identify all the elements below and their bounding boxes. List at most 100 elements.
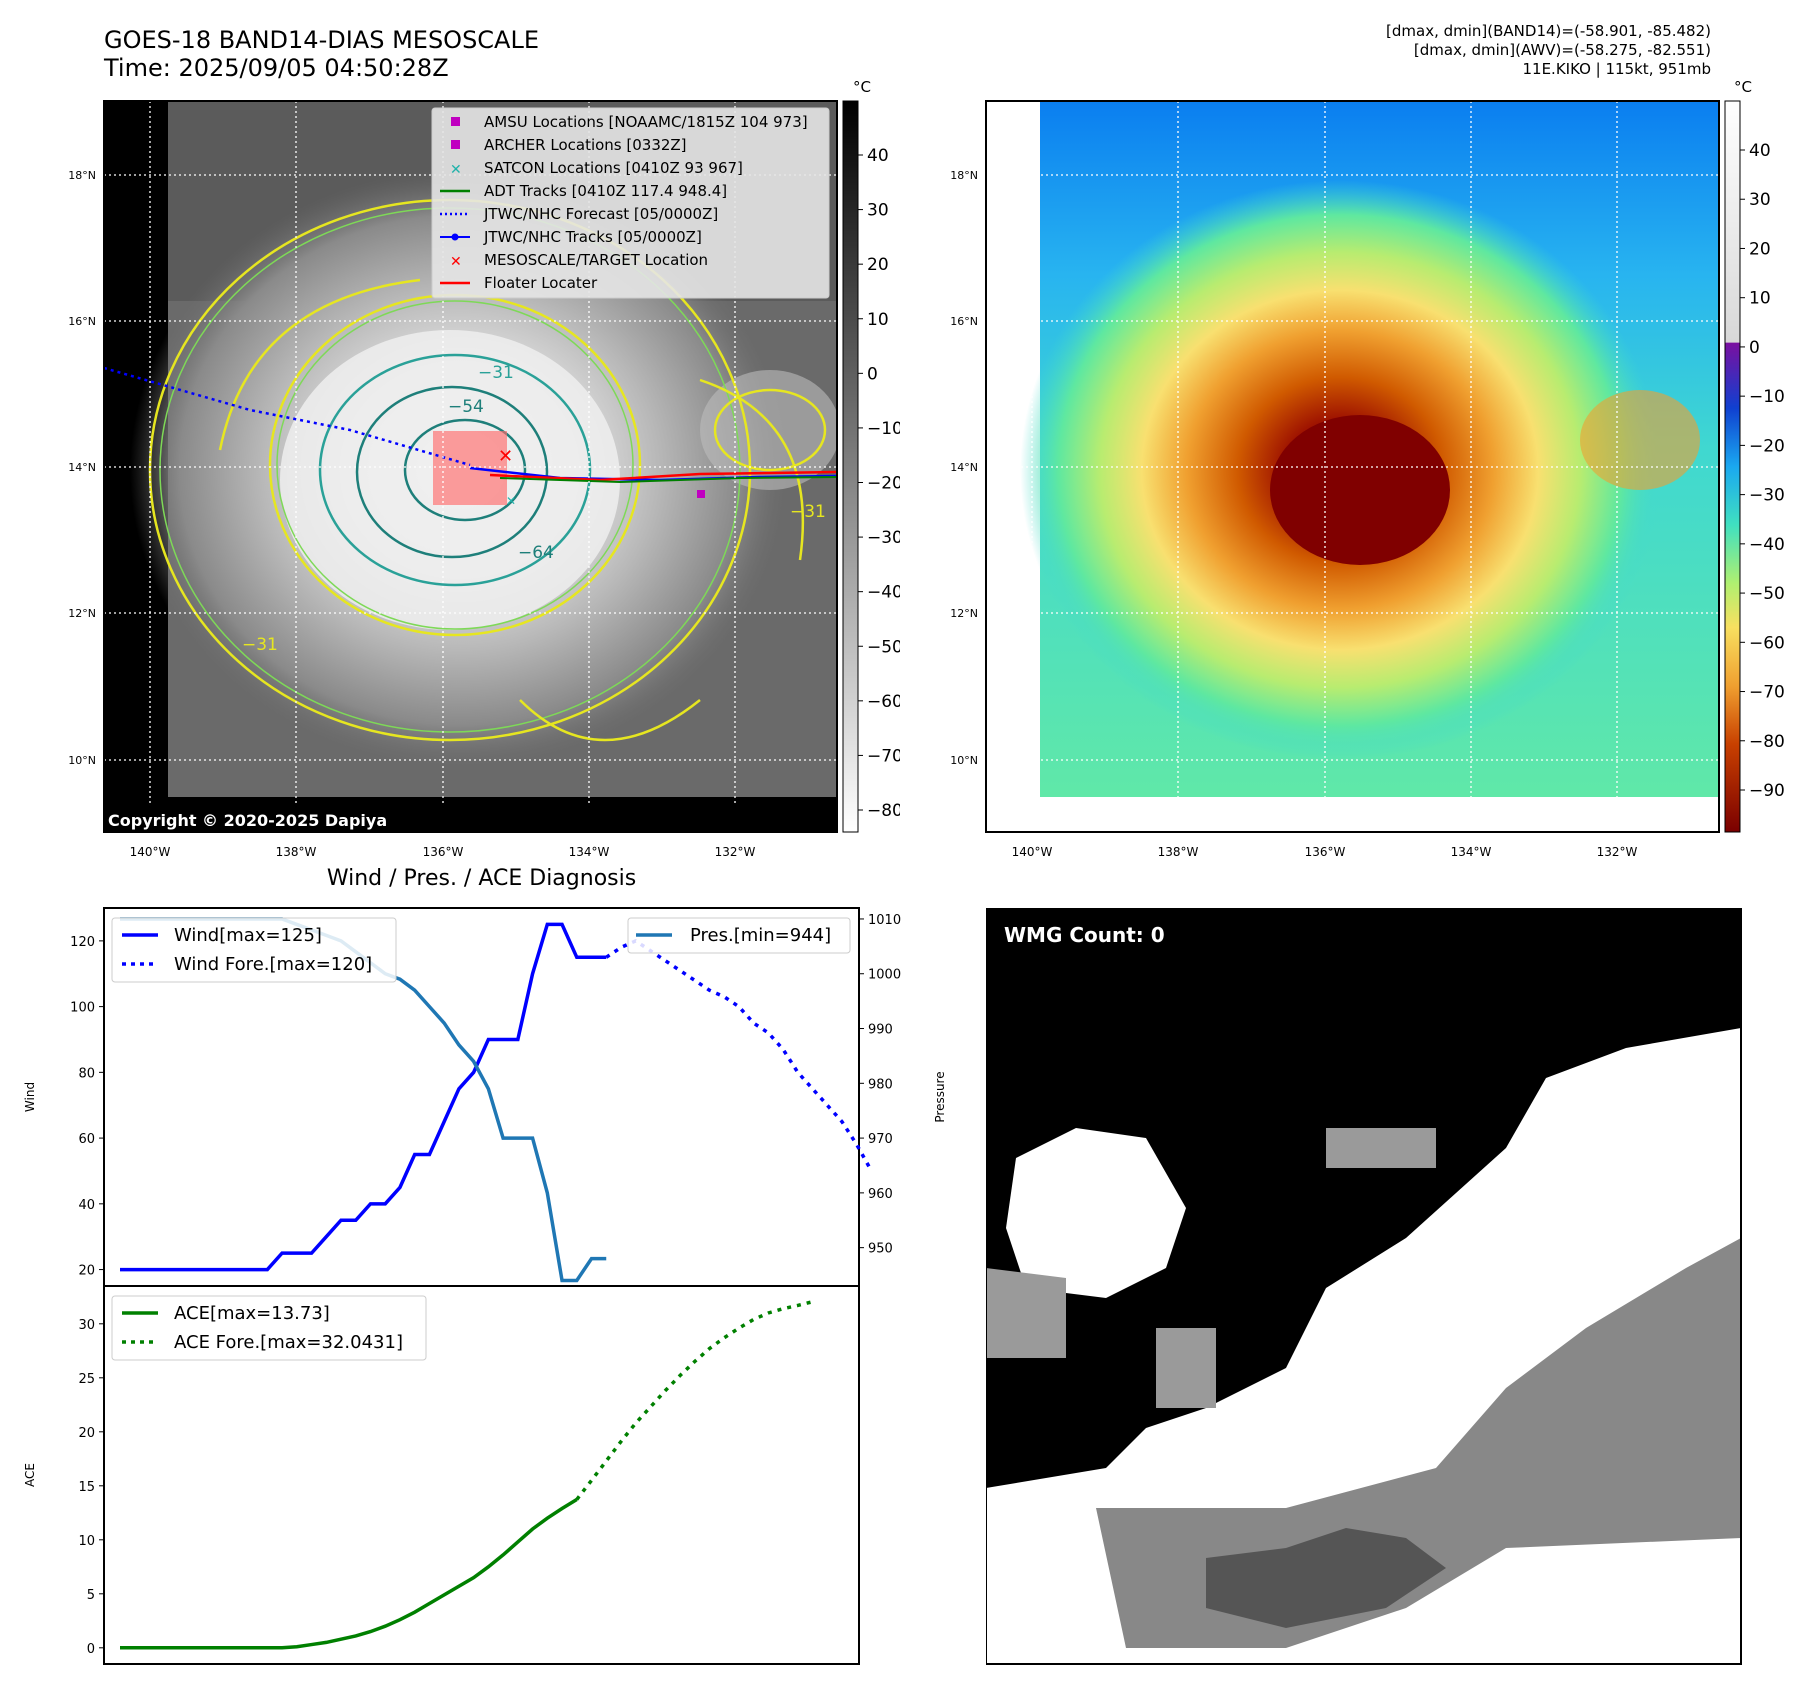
colorbar-tick-label: 0	[1749, 338, 1760, 358]
pres-y-tick-label: 1000	[868, 968, 901, 983]
contour-label-5: −31	[790, 502, 826, 522]
ace-axis-label: ACE	[23, 1463, 37, 1487]
pressure-legend	[627, 917, 851, 954]
pres-y-tick-label: 960	[868, 1187, 893, 1202]
contour-label-3: −64	[518, 543, 554, 563]
colorbar-tick-label: −60	[867, 692, 900, 712]
left-lon-labels: 140°W 138°W 136°W 134°W 132°W	[130, 845, 756, 859]
ace-y-tick-label: 0	[87, 1642, 95, 1657]
legend-item: ADT Tracks [0410Z 117.4 948.4]	[440, 182, 727, 200]
right-colorbar	[1724, 100, 1741, 833]
colorbar-tick-label: 20	[1749, 239, 1771, 259]
lat-label: 18°N	[68, 169, 96, 182]
colorbar-tick-label: 40	[1749, 141, 1771, 161]
colorbar-tick-label: −90	[1749, 781, 1785, 801]
legend-label: SATCON Locations [0410Z 93 967]	[484, 159, 743, 177]
wind-y-tick-label: 80	[78, 1066, 95, 1081]
legend-marker: ✕	[450, 162, 462, 178]
lon-label: 132°W	[715, 845, 756, 859]
lat-label: 12°N	[68, 607, 96, 620]
legend-marker-dot	[451, 233, 459, 241]
lon-label: 132°W	[1597, 845, 1638, 859]
legend-wind-label: Wind[max=125]	[174, 925, 322, 946]
left-colorbar	[842, 100, 859, 833]
legend-pres-label: Pres.[min=944]	[690, 925, 831, 946]
pressure-axis-label: Pressure	[933, 1071, 947, 1122]
lat-label: 16°N	[68, 315, 96, 328]
legend-item: AMSU Locations [NOAAMC/1815Z 104 973]	[451, 113, 808, 131]
lon-label: 138°W	[276, 845, 317, 859]
right-lon-labels: 140°W 138°W 136°W 134°W 132°W	[1012, 845, 1638, 859]
lat-label: 10°N	[950, 754, 978, 767]
wind-y-tick-label: 40	[78, 1198, 95, 1213]
colorbar-tick-label: −40	[867, 583, 900, 603]
wind-axis-label: Wind	[23, 1082, 37, 1112]
colorbar-tick-label: 10	[867, 310, 889, 330]
colorbar-tick-label: −20	[1749, 436, 1785, 456]
ace-y-tick-label: 10	[78, 1534, 95, 1549]
lat-label: 12°N	[950, 607, 978, 620]
contour-label-4: −31	[242, 635, 278, 655]
legend-label: MESOSCALE/TARGET Location	[484, 251, 708, 269]
colorbar-tick-label: −10	[1749, 387, 1785, 407]
ace-series-line-0	[120, 1498, 578, 1650]
legend-item: ✕ SATCON Locations [0410Z 93 967]	[450, 159, 743, 178]
lon-label: 136°W	[1305, 845, 1346, 859]
wmg-count-label: WMG Count: 0	[1004, 923, 1165, 947]
legend-label: ADT Tracks [0410Z 117.4 948.4]	[484, 182, 727, 200]
ace-chart: 0 5 10 15 20 25 30 ACE ACE[max=13.73] ACE Fore…	[23, 1285, 860, 1665]
lon-label: 134°W	[1451, 845, 1492, 859]
ace-y-tick-label: 25	[78, 1372, 95, 1387]
colorbar-tick-label: 10	[1749, 289, 1771, 309]
ace-series-line-1	[575, 1300, 813, 1501]
lat-label: 14°N	[68, 461, 96, 474]
colorbar-tick-label: −50	[867, 637, 900, 657]
colorbar-tick-label: −70	[1749, 683, 1785, 703]
info-line-1: [dmax, dmin](BAND14)=(-58.901, -85.482)	[1386, 22, 1711, 40]
wmg-gray-patch-2	[1156, 1328, 1216, 1408]
legend-wind-fore-label: Wind Fore.[max=120]	[174, 954, 372, 975]
right-map-grid	[986, 101, 1719, 832]
lon-label: 134°W	[569, 845, 610, 859]
legend-label: JTWC/NHC Forecast [05/0000Z]	[483, 205, 718, 223]
copyright-text: Copyright © 2020-2025 Dapiya	[108, 811, 387, 830]
left-lat-labels: 18°N 16°N 14°N 12°N 10°N	[68, 169, 96, 767]
pres-y-tick-label: 1010	[868, 913, 901, 928]
wind-legend	[111, 917, 397, 983]
pres-y-tick-label: 950	[868, 1242, 893, 1257]
lat-label: 14°N	[950, 461, 978, 474]
colorbar-tick-label: −20	[867, 474, 900, 494]
legend-item: ARCHER Locations [0332Z]	[451, 136, 687, 154]
ace-legend	[111, 1295, 427, 1361]
legend-ace-fore-label: ACE Fore.[max=32.0431]	[174, 1332, 403, 1353]
legend-ace-label: ACE[max=13.73]	[174, 1303, 330, 1324]
contour-label-1: −31	[478, 363, 514, 383]
floater-track	[489, 470, 837, 482]
lat-label: 18°N	[950, 169, 978, 182]
contour-label-2: −54	[448, 397, 484, 417]
info-line-3: 11E.KIKO | 115kt, 951mb	[1522, 60, 1711, 78]
info-line-2: [dmax, dmin](AWV)=(-58.275, -82.551)	[1413, 41, 1711, 59]
left-map-legend	[431, 107, 830, 299]
adt-track	[499, 476, 837, 484]
ace-y-tick-label: 20	[78, 1426, 95, 1441]
lon-label: 136°W	[423, 845, 464, 859]
legend-item: JTWC/NHC Forecast [05/0000Z]	[440, 205, 718, 223]
wind-y-tick-label: 120	[70, 935, 95, 950]
legend-marker	[451, 140, 460, 149]
series-line-0	[120, 922, 607, 1272]
legend-item: JTWC/NHC Tracks [05/0000Z]	[440, 228, 702, 246]
colorbar-tick-label: −30	[867, 528, 900, 548]
left-colorbar-unit: °C	[853, 78, 871, 96]
ace-y-tick-label: 5	[87, 1588, 95, 1603]
right-lat-labels: 18°N 16°N 14°N 12°N 10°N	[950, 169, 978, 767]
colorbar-tick-label: −50	[1749, 584, 1785, 604]
lon-label: 140°W	[1012, 845, 1053, 859]
ace-y-tick-label: 30	[78, 1318, 95, 1333]
title-line-2: Time: 2025/09/05 04:50:28Z	[104, 54, 449, 82]
legend-marker	[451, 117, 460, 126]
pres-y-tick-label: 980	[868, 1077, 893, 1092]
lon-label: 140°W	[130, 845, 171, 859]
colorbar-tick-label: −30	[1749, 486, 1785, 506]
right-colorbar-unit: °C	[1734, 78, 1752, 96]
